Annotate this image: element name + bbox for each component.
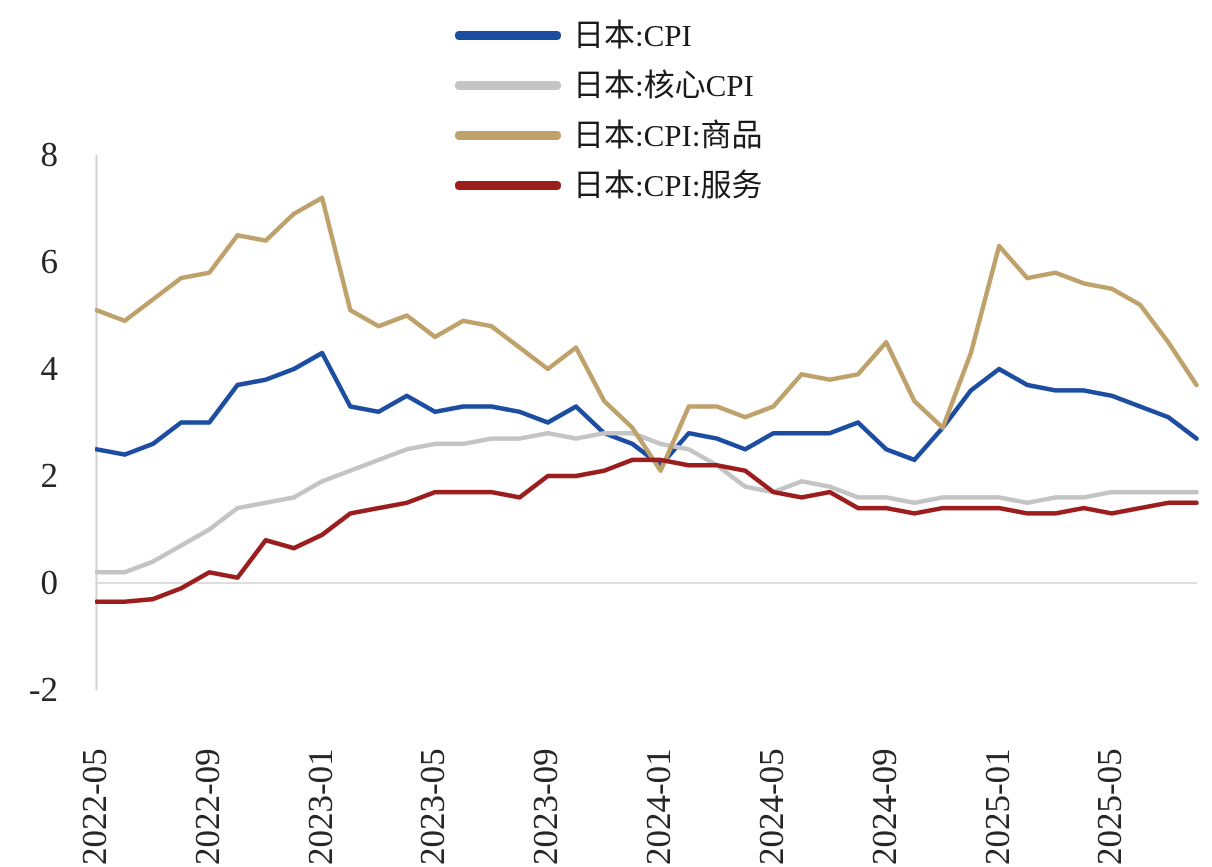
legend-item-japan-cpi-goods: 日本:CPI:商品	[455, 110, 762, 160]
y-axis-label-neg2: -2	[28, 670, 58, 709]
legend-label-japan-cpi-goods: 日本:CPI:商品	[573, 117, 763, 153]
x-axis-label-2024-01: 2024-01	[639, 748, 679, 865]
legend-swatch-japan-cpi-goods	[455, 130, 561, 140]
legend-swatch-japan-core-cpi	[455, 80, 561, 90]
x-axis-label-2025-05: 2025-05	[1090, 748, 1130, 865]
legend-label-japan-cpi: 日本:CPI	[573, 17, 692, 53]
legend-label-japan-cpi-services: 日本:CPI:服务	[573, 167, 763, 203]
y-axis-label-8: 8	[40, 135, 59, 174]
y-axis-label-2: 2	[40, 456, 59, 495]
legend-item-japan-cpi: 日本:CPI	[455, 10, 762, 60]
chart-plot	[95, 155, 1199, 690]
y-axis-label-4: 4	[40, 349, 59, 388]
x-axis-label-2025-01: 2025-01	[977, 748, 1017, 865]
legend-swatch-japan-cpi	[455, 30, 561, 40]
x-axis-label-2022-09: 2022-09	[187, 748, 227, 865]
chart-legend: 日本:CPI 日本:核心CPI 日本:CPI:商品 日本:CPI:服务	[455, 10, 762, 210]
x-axis-label-2023-05: 2023-05	[413, 748, 453, 865]
x-axis-label-2023-01: 2023-01	[300, 748, 340, 865]
legend-label-japan-core-cpi: 日本:核心CPI	[573, 67, 754, 103]
legend-item-japan-core-cpi: 日本:核心CPI	[455, 60, 762, 110]
x-axis-label-2024-09: 2024-09	[864, 748, 904, 865]
legend-swatch-japan-cpi-services	[455, 180, 561, 190]
x-axis-label-2024-05: 2024-05	[751, 748, 791, 865]
legend-item-japan-cpi-services: 日本:CPI:服务	[455, 160, 762, 210]
x-axis-label-2022-05: 2022-05	[75, 748, 114, 865]
y-axis-label-6: 6	[40, 242, 59, 281]
x-axis-label-2023-09: 2023-09	[526, 748, 566, 865]
y-axis-label-0: 0	[40, 563, 59, 602]
